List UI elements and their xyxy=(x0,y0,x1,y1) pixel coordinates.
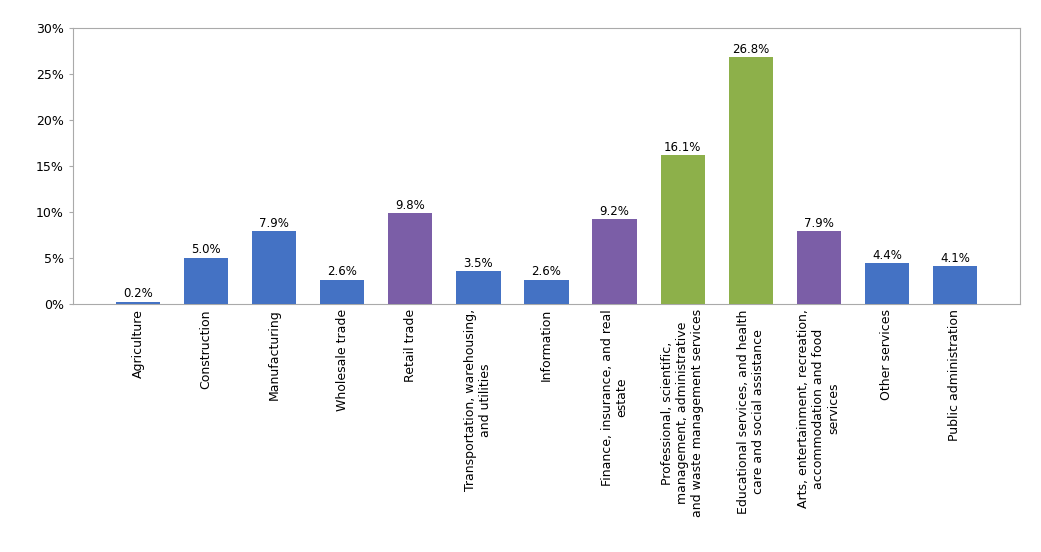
Bar xyxy=(796,231,841,304)
Text: 9.2%: 9.2% xyxy=(600,205,630,217)
Text: 16.1%: 16.1% xyxy=(664,141,702,154)
Text: 2.6%: 2.6% xyxy=(327,266,357,278)
Bar xyxy=(388,214,432,304)
Text: 3.5%: 3.5% xyxy=(463,257,493,270)
Text: 4.1%: 4.1% xyxy=(940,252,970,264)
Text: 9.8%: 9.8% xyxy=(396,199,425,212)
Bar xyxy=(252,231,297,304)
Text: 4.4%: 4.4% xyxy=(872,249,902,262)
Bar xyxy=(933,266,977,304)
Text: 7.9%: 7.9% xyxy=(259,216,289,230)
Bar xyxy=(865,263,909,304)
Bar xyxy=(456,272,501,304)
Text: 26.8%: 26.8% xyxy=(732,43,769,56)
Bar xyxy=(525,280,568,304)
Bar xyxy=(592,219,637,304)
Bar xyxy=(116,302,160,304)
Text: 2.6%: 2.6% xyxy=(532,266,561,278)
Text: 5.0%: 5.0% xyxy=(192,243,221,256)
Text: 7.9%: 7.9% xyxy=(804,216,834,230)
Bar xyxy=(661,156,705,304)
Bar xyxy=(729,57,772,304)
Text: 0.2%: 0.2% xyxy=(123,288,153,300)
Bar xyxy=(184,258,228,304)
Bar xyxy=(321,280,364,304)
